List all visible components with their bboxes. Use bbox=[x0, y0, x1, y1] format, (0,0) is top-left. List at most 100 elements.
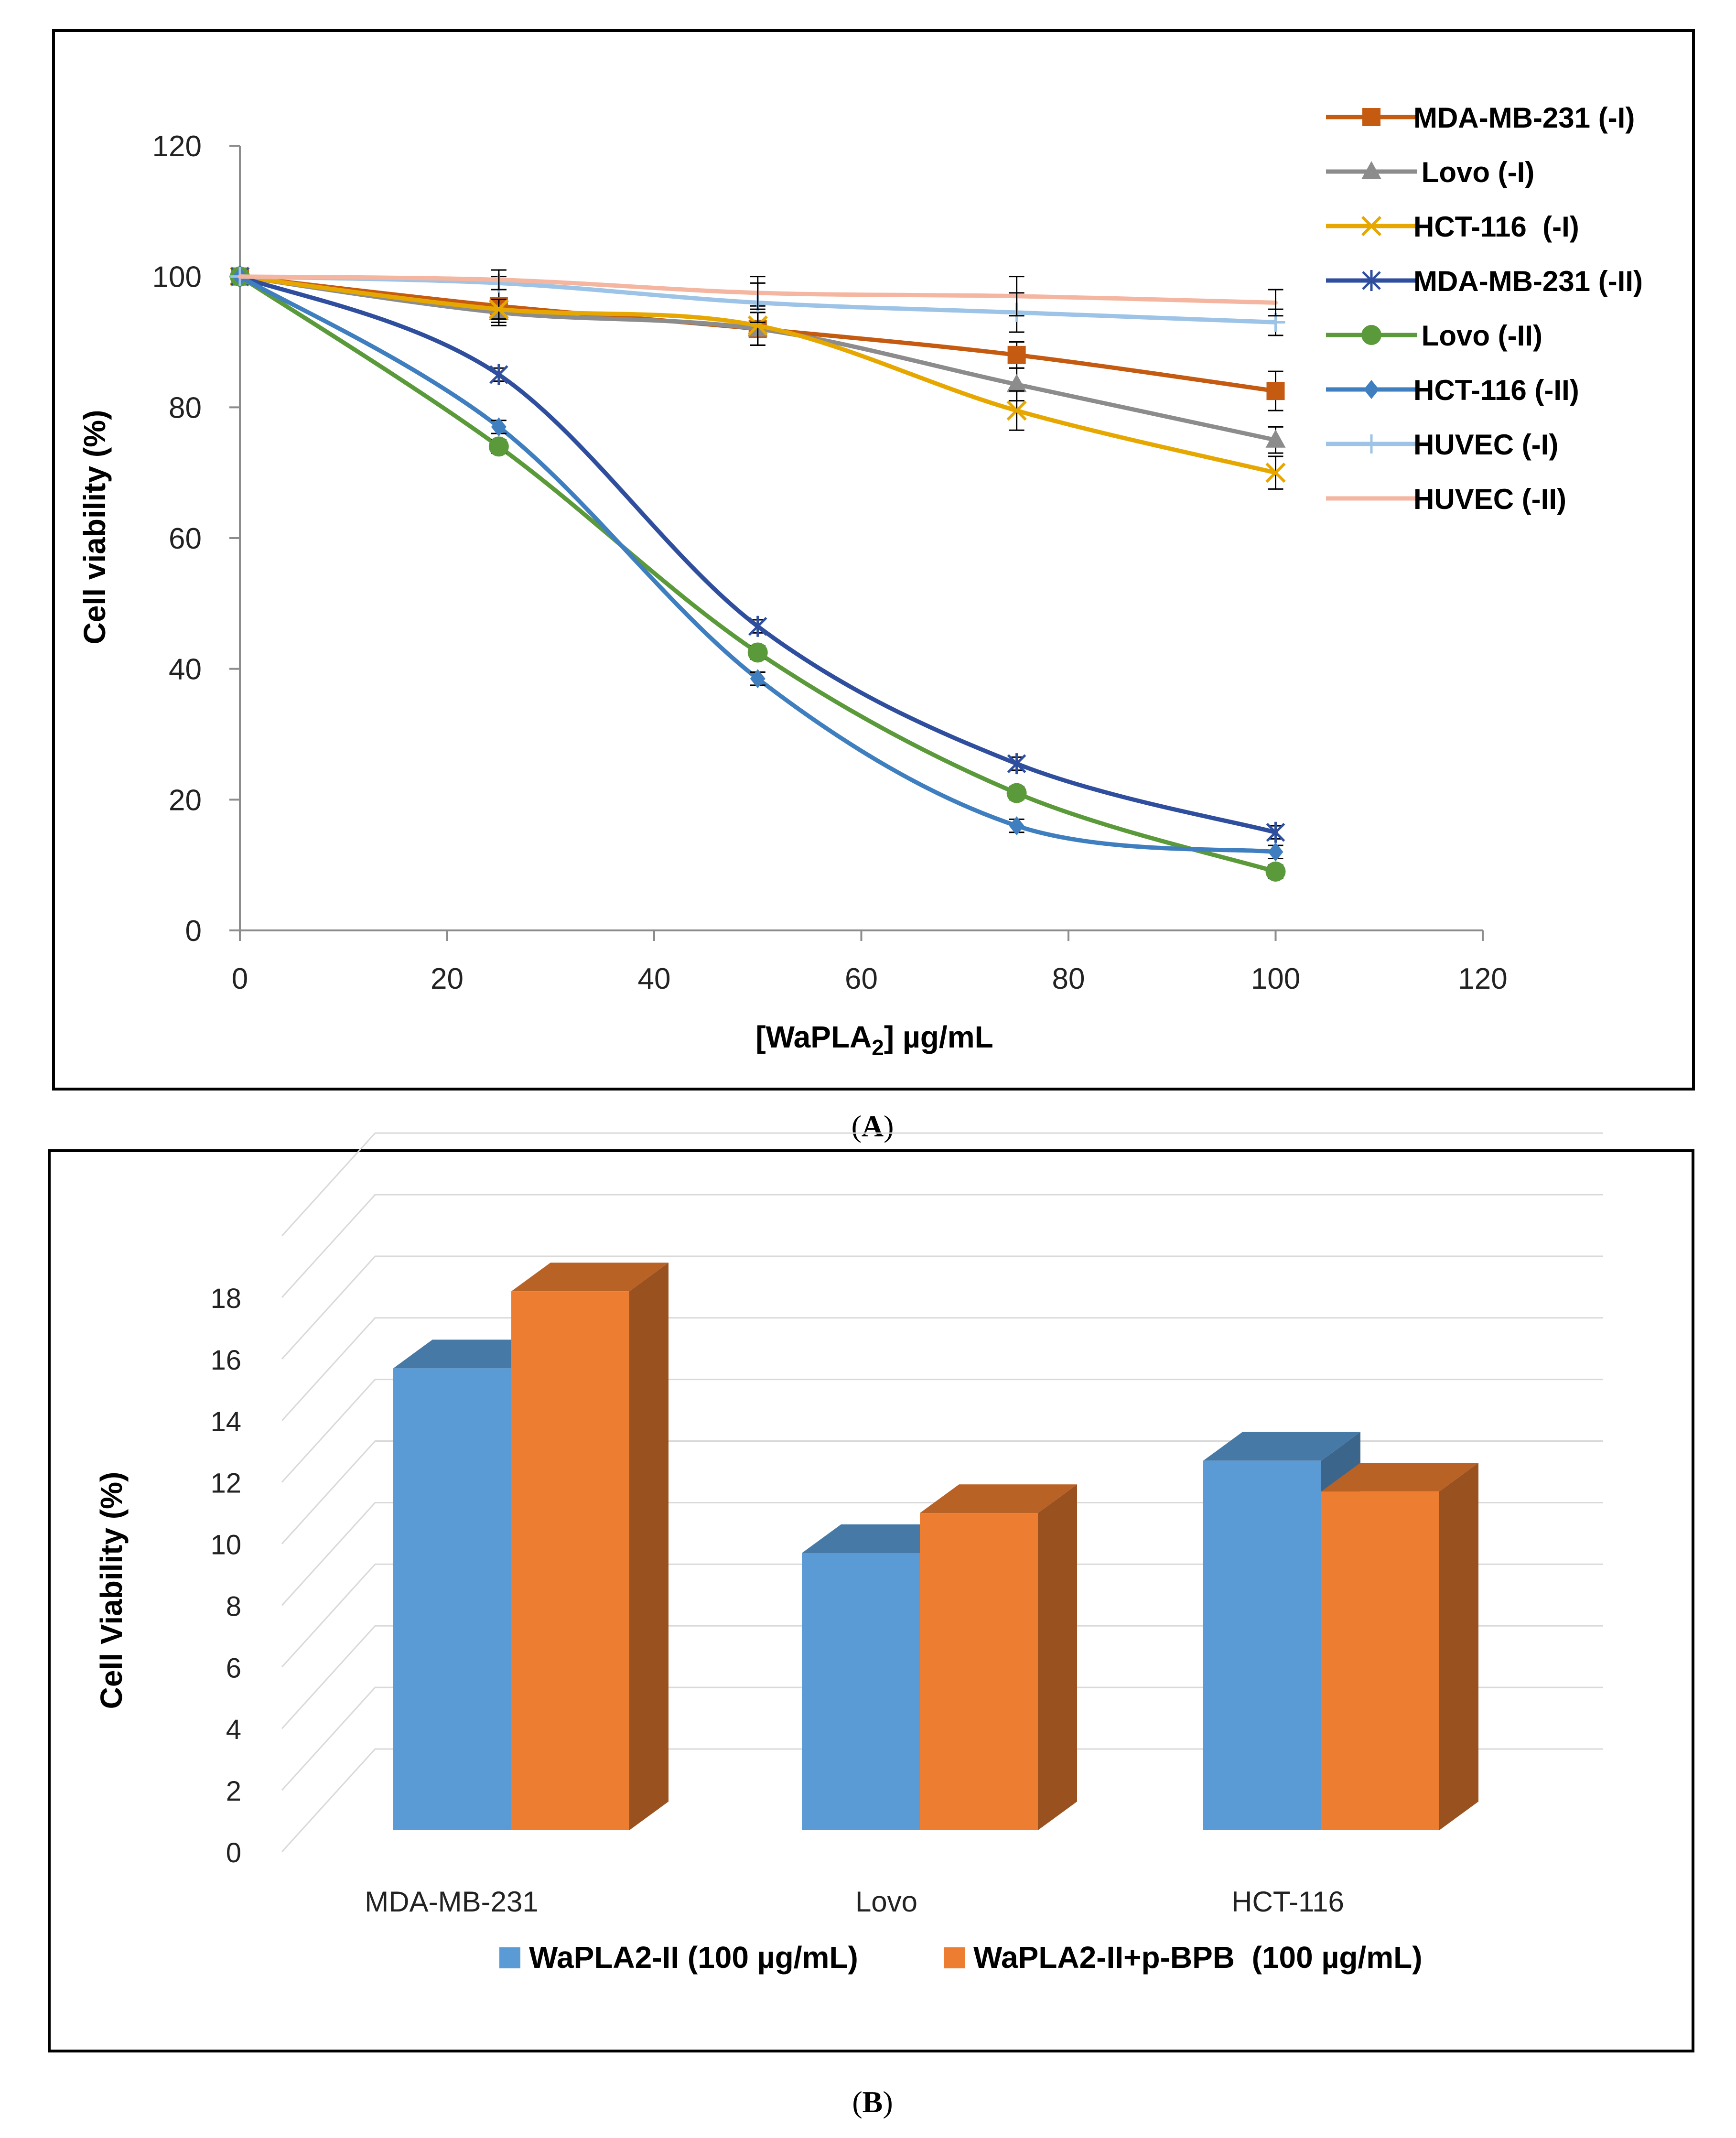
panel-b-category-label: MDA-MB-231 bbox=[365, 1886, 538, 1918]
panel-a-data-point bbox=[1009, 816, 1024, 836]
panel-a-data-point bbox=[747, 642, 768, 663]
panel-a-data-point bbox=[491, 417, 507, 437]
panel-b-gridline bbox=[281, 1132, 1603, 1237]
panel-a-data-point bbox=[1266, 821, 1285, 843]
panel-b-legend-label: WaPLA2-II+p-BPB (100 µg/mL) bbox=[973, 1940, 1423, 1975]
panel-a-error-bar bbox=[491, 269, 507, 291]
panel-b-bar-top bbox=[802, 1524, 959, 1553]
panel-b-y-tick-label: 4 bbox=[226, 1714, 241, 1745]
panel-a-x-tick-label: 40 bbox=[638, 962, 671, 995]
panel-b-y-tick-label: 8 bbox=[226, 1591, 241, 1622]
panel-a-axes: 0 20 40 60 80 100 120 0 20 40 60 80 100 120 bbox=[152, 130, 1508, 995]
panel-b-gridline bbox=[281, 1317, 1603, 1421]
panel-a-series-4 bbox=[230, 266, 1286, 882]
panel-b-category-label: HCT-116 bbox=[1231, 1886, 1344, 1918]
panel-a-legend-label: Lovo (-II) bbox=[1413, 320, 1542, 352]
panel-b-bar-top bbox=[393, 1339, 550, 1369]
panel-a-data-point bbox=[1265, 861, 1286, 882]
panel-a-data-point bbox=[488, 436, 509, 457]
panel-b-bar-side bbox=[1038, 1484, 1077, 1830]
panel-b-bar bbox=[1203, 1460, 1321, 1830]
panel-a-x-tick-label: 80 bbox=[1052, 962, 1085, 995]
panel-a-x-tick-label: 120 bbox=[1458, 962, 1507, 995]
panel-b-y-tick-label: 12 bbox=[210, 1468, 241, 1499]
panel-b-gridline bbox=[281, 1379, 1603, 1483]
panel-a-data-point bbox=[748, 615, 767, 637]
panel-a-x-tick-label: 20 bbox=[431, 962, 464, 995]
panel-a-legend: MDA-MB-231 (-I) Lovo (-I) HCT-116 (-I) MDA… bbox=[1326, 102, 1643, 515]
panel-a-line-chart: 0 20 40 60 80 100 120 0 20 40 60 80 100 120 MDA-MB-23… bbox=[52, 29, 1695, 1091]
panel-b-y-tick-label: 16 bbox=[210, 1345, 241, 1376]
panel-a-legend-label: MDA-MB-231 (-I) bbox=[1413, 102, 1635, 134]
panel-a-data-point bbox=[1006, 783, 1027, 803]
panel-a-series-3 bbox=[230, 266, 1285, 843]
panel-a-legend-marker bbox=[1364, 380, 1379, 399]
panel-a-data-point bbox=[1007, 346, 1026, 364]
panel-a-series-7 bbox=[237, 269, 1283, 317]
panel-b-legend-label: WaPLA2-II (100 µg/mL) bbox=[529, 1940, 858, 1975]
panel-b-bar-chart: 0 2 4 6 8 10 12 14 16 18 MDA-MB-231 Lovo HCT-116 Cel… bbox=[48, 1132, 1694, 2052]
panel-b-caption: (B) bbox=[852, 2085, 893, 2119]
panel-a-data-point bbox=[1266, 382, 1285, 400]
panel-b-y-tick-label: 18 bbox=[210, 1283, 241, 1314]
panel-b-bar-top bbox=[511, 1263, 669, 1292]
panel-a-data-point bbox=[1006, 374, 1027, 392]
panel-a-data-point bbox=[1007, 753, 1026, 775]
panel-a-y-tick-label: 60 bbox=[169, 522, 202, 555]
panel-b-bars bbox=[393, 1263, 1478, 1830]
panel-a-frame bbox=[52, 29, 1695, 1091]
panel-b-bar-top bbox=[1203, 1432, 1360, 1461]
panel-a-series bbox=[229, 266, 1286, 882]
panel-b-bar-top bbox=[1321, 1463, 1478, 1492]
panel-b-bar bbox=[802, 1553, 920, 1830]
panel-a-data-point bbox=[747, 315, 768, 336]
panel-b-y-tick-label: 14 bbox=[210, 1406, 241, 1437]
panel-b-y-tick-label: 0 bbox=[226, 1837, 241, 1868]
panel-b-gridline bbox=[281, 1686, 1603, 1791]
panel-a-data-point bbox=[750, 669, 766, 689]
panel-b-y-tick-label: 10 bbox=[210, 1530, 241, 1561]
panel-a-y-tick-label: 40 bbox=[169, 653, 202, 686]
panel-a-legend-marker bbox=[1361, 161, 1381, 179]
panel-b-gridline bbox=[281, 1748, 1603, 1853]
panel-a-legend-marker bbox=[1362, 108, 1380, 126]
panel-a-legend-label: HUVEC (-II) bbox=[1413, 483, 1566, 515]
panel-a-legend-label: HCT-116 (-II) bbox=[1413, 374, 1579, 406]
panel-a-y-tick-label: 80 bbox=[169, 391, 202, 424]
panel-b-y-tick-label: 2 bbox=[226, 1776, 241, 1807]
panel-b-gridline bbox=[281, 1440, 1603, 1544]
panel-b-gridline bbox=[281, 1255, 1603, 1360]
panel-b-y-tick-label: 6 bbox=[226, 1652, 241, 1684]
panel-a-legend-label: MDA-MB-231 (-II) bbox=[1413, 265, 1643, 297]
panel-a-legend-marker bbox=[1361, 325, 1381, 345]
panel-b-gridline bbox=[281, 1563, 1603, 1668]
panel-a-x-axis-label: [WaPLA2] µg/mL bbox=[755, 1020, 993, 1060]
panel-b-bar-top bbox=[920, 1484, 1077, 1513]
panel-a-error-bar bbox=[1268, 289, 1283, 317]
panel-b-legend-swatch bbox=[499, 1947, 520, 1968]
panel-a-x-tick-label: 100 bbox=[1251, 962, 1300, 995]
panel-a-series-line bbox=[237, 274, 1278, 874]
panel-b-legend-swatch bbox=[944, 1947, 965, 1968]
panel-a-series-5 bbox=[232, 267, 1283, 862]
panel-a-series-line bbox=[237, 274, 1278, 854]
panel-b-group-HCT-116 bbox=[1203, 1432, 1478, 1830]
panel-a-y-tick-label: 0 bbox=[185, 915, 202, 948]
panel-a-error-bar bbox=[750, 276, 766, 310]
panel-a-y-axis-label: Cell viability (%) bbox=[77, 410, 112, 645]
panel-a-legend-marker bbox=[1362, 434, 1381, 454]
panel-a-data-point bbox=[1268, 842, 1283, 862]
panel-a-y-tick-label: 100 bbox=[152, 261, 202, 294]
panel-a-legend-marker bbox=[1361, 216, 1382, 237]
panel-a-y-tick-label: 20 bbox=[169, 784, 202, 817]
panel-b-legend: WaPLA2-II (100 µg/mL) WaPLA2-II+p-BPB (10… bbox=[499, 1940, 1423, 1975]
panel-a-x-tick-label: 60 bbox=[845, 962, 878, 995]
panel-b-bar-side bbox=[1439, 1463, 1478, 1830]
panel-b-gridline bbox=[281, 1501, 1603, 1606]
panel-a-legend-label: HUVEC (-I) bbox=[1413, 429, 1558, 461]
panel-a-caption: (A) bbox=[852, 1109, 894, 1143]
panel-b-group-Lovo bbox=[802, 1484, 1077, 1830]
panel-a-legend-marker bbox=[1362, 270, 1381, 291]
panel-b-category-label: Lovo bbox=[855, 1886, 917, 1918]
